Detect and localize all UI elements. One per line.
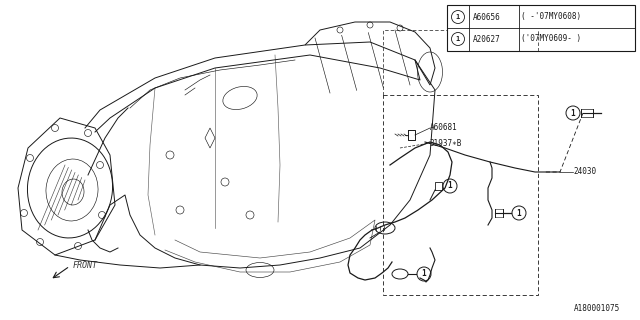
Text: 1: 1 [422,269,426,278]
Text: 1: 1 [448,181,452,190]
Text: A60681: A60681 [430,124,458,132]
Text: ('07MY0609- ): ('07MY0609- ) [521,35,581,44]
Text: 31937∗B: 31937∗B [430,139,462,148]
Bar [447,5,635,51]
Text: 1: 1 [456,14,460,20]
Text: 24030: 24030 [573,167,596,177]
Text: 1: 1 [456,36,460,42]
Text: ( -'07MY0608): ( -'07MY0608) [521,12,581,21]
Text: 1: 1 [571,108,575,117]
Text: FRONT: FRONT [73,260,98,269]
Text: A60656: A60656 [473,12,500,21]
Text: A20627: A20627 [473,35,500,44]
Text: A180001075: A180001075 [573,304,620,313]
Text: 1: 1 [516,209,522,218]
Bar [383,95,538,295]
